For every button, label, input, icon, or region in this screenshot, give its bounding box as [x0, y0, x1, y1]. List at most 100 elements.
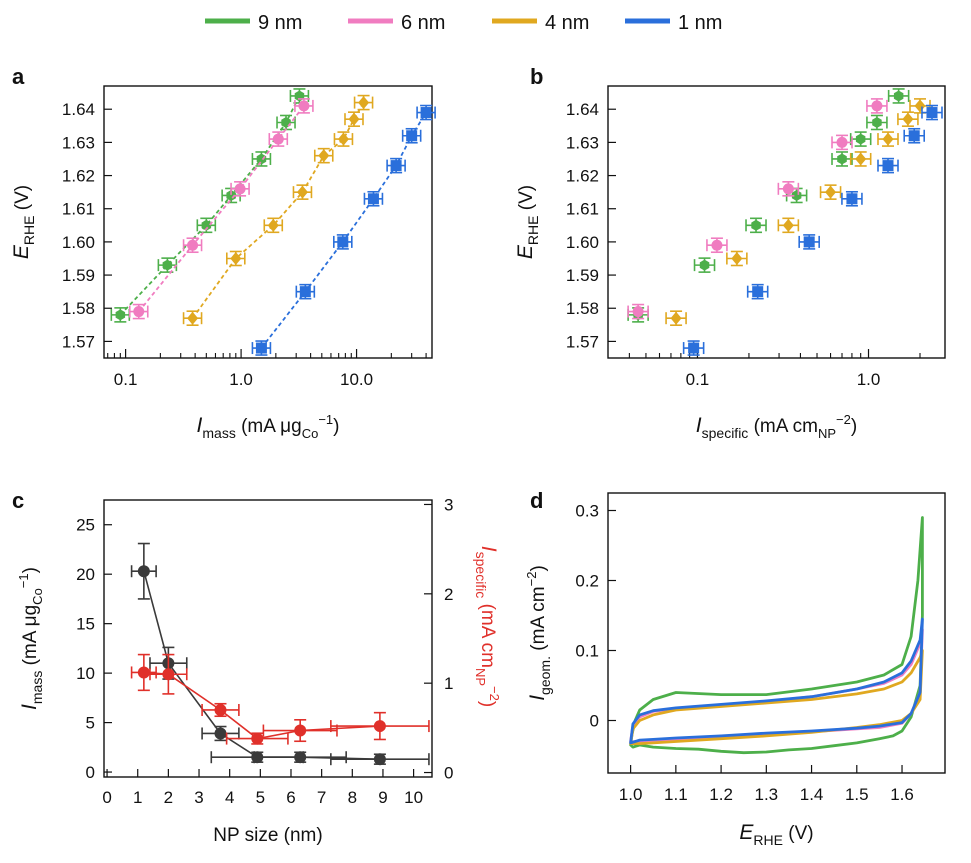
panel-label-b: b: [530, 64, 543, 89]
data-point: [908, 130, 920, 142]
data-point: [337, 236, 349, 248]
y-tick-label: 0: [86, 763, 95, 782]
y-tick-label: 5: [86, 714, 95, 733]
y-tick-label: 1.64: [62, 100, 95, 119]
data-point: [230, 251, 242, 265]
data-point: [751, 219, 761, 231]
legend-label: 6 nm: [401, 12, 445, 34]
y-tick-label: 0.3: [575, 502, 599, 521]
data-point: [882, 132, 894, 146]
series-4nm: [182, 94, 374, 326]
x-tick-label: 3: [194, 788, 203, 807]
panel-label-a: a: [12, 64, 25, 89]
y-tick-label: 1.59: [566, 266, 599, 285]
series-line: [143, 570, 380, 760]
y2-tick-label: 0: [444, 764, 453, 783]
data-point: [390, 160, 402, 172]
y-tick-label: 1.58: [566, 299, 599, 318]
x-tick-label: 0: [102, 788, 111, 807]
y-axis-label: Imass (mA μgCo−1): [16, 567, 45, 710]
x-tick-label: 1.2: [709, 785, 733, 804]
y-tick-label: 15: [76, 615, 95, 634]
data-point: [855, 152, 867, 166]
panel-d: 1.0 1.1 1.2 1.3 1.4 1.5 1.6 0 0.1 0.2 0.3 ERHE (V) I…: [524, 492, 946, 848]
x-tick-label: 1.0: [229, 370, 253, 389]
series-6nm: [627, 98, 888, 320]
y-axis-label: Igeom. (mA cm−2): [524, 565, 553, 701]
data-point: [837, 153, 847, 165]
axes-frame: [103, 85, 433, 359]
y-tick-label: 1.61: [566, 200, 599, 219]
data-point: [926, 107, 938, 119]
data-point: [255, 342, 267, 354]
cv-loop-1nm: [629, 617, 924, 745]
data-point: [267, 218, 279, 232]
data-point: [187, 311, 199, 325]
y2-tick-label: 3: [444, 495, 453, 514]
data-point: [632, 306, 644, 318]
y2-axis-label: Ispecific (mA cmNP−2): [473, 546, 502, 707]
x-tick-label: 1.3: [755, 785, 779, 804]
axes-frame: [607, 492, 946, 774]
x-tick-label: 4: [225, 788, 234, 807]
y-tick-label: 1.59: [62, 266, 95, 285]
data-point: [299, 286, 311, 298]
series-1nm: [682, 104, 943, 356]
y-tick-label: 1.57: [566, 332, 599, 351]
series-fit-line: [138, 105, 305, 313]
y-tick-label: 1.62: [62, 167, 95, 186]
x-tick-label: 2: [164, 788, 173, 807]
series-line: [143, 671, 380, 740]
data-point: [337, 132, 349, 146]
data-point: [373, 720, 386, 733]
data-point: [256, 153, 267, 165]
data-point: [893, 90, 904, 102]
data-point: [162, 668, 175, 681]
data-point: [298, 100, 310, 112]
data-point: [782, 218, 794, 232]
x-tick-label: 10: [404, 788, 423, 807]
x-tick-label: 6: [286, 788, 295, 807]
panel-label-d: d: [530, 488, 543, 513]
y-tick-label: 0.1: [575, 642, 599, 661]
x-tick-label: 8: [348, 788, 357, 807]
panel-a: 0.1 1.0 10.0 1.57 1.58 1.59 1.60 1.61 1.62 1.63 1.…: [10, 85, 436, 441]
data-point: [752, 286, 764, 298]
data-point: [137, 666, 150, 679]
cv-loop-9nm: [629, 516, 924, 755]
x-tick-label: 9: [378, 788, 387, 807]
data-point: [699, 259, 710, 271]
data-point: [882, 160, 894, 172]
y-tick-label: 1.62: [566, 167, 599, 186]
data-point: [670, 311, 682, 325]
y-tick-label: 20: [76, 565, 95, 584]
series-4nm: [665, 98, 931, 326]
y-tick-label: 25: [76, 516, 95, 535]
data-point: [872, 117, 882, 128]
series-I_specific: [130, 653, 430, 745]
y2-tick-label: 1: [444, 674, 453, 693]
y-tick-label: 1.58: [62, 299, 95, 318]
data-point: [201, 219, 212, 231]
data-point: [318, 149, 330, 163]
data-point: [902, 112, 914, 126]
data-point: [133, 306, 145, 318]
data-point: [688, 342, 700, 354]
x-tick-label: 0.1: [686, 370, 710, 389]
panel-label-c: c: [12, 488, 24, 513]
data-point: [420, 107, 432, 119]
legend-label: 1 nm: [678, 12, 722, 34]
data-point: [214, 727, 227, 740]
y2-tick-label: 2: [444, 585, 453, 604]
x-tick-label: 1.0: [619, 785, 643, 804]
y-tick-label: 1.57: [62, 332, 95, 351]
data-point: [373, 753, 386, 766]
data-point: [272, 133, 284, 145]
y-tick-label: 1.60: [566, 233, 599, 252]
x-tick-label: 1.4: [800, 785, 824, 804]
data-point: [782, 183, 794, 195]
x-axis-label: Imass (mA μgCo−1): [197, 412, 340, 441]
x-tick-label: 1.0: [857, 370, 881, 389]
data-point: [296, 185, 308, 199]
